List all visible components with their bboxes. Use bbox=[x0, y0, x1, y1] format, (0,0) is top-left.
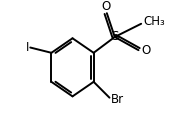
Text: Br: Br bbox=[110, 93, 124, 106]
Text: I: I bbox=[26, 41, 29, 54]
Text: O: O bbox=[102, 0, 111, 13]
Text: CH₃: CH₃ bbox=[143, 15, 165, 28]
Text: S: S bbox=[111, 30, 118, 43]
Text: O: O bbox=[141, 44, 150, 57]
